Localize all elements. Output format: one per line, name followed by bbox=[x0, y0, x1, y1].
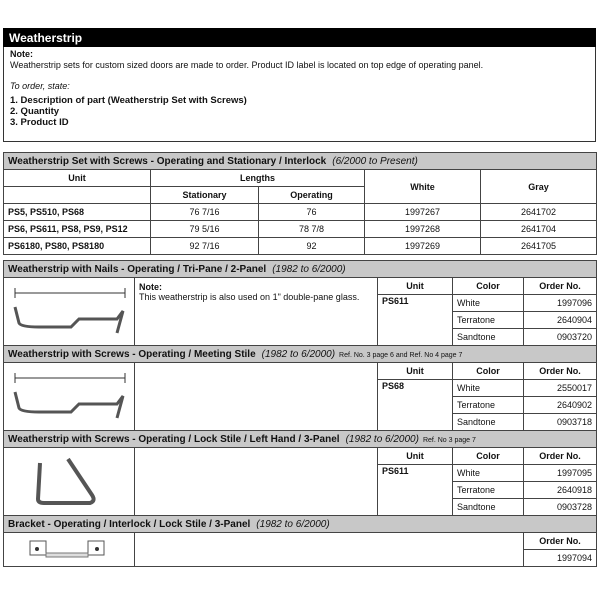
order-number: 1997094 bbox=[522, 549, 598, 567]
note-box: Note: Weatherstrip sets for custom sized… bbox=[3, 47, 596, 142]
section-header: Bracket - Operating / Interlock / Lock S… bbox=[2, 515, 598, 533]
section-note bbox=[134, 447, 378, 516]
table-row: Sandtone 0903728 bbox=[4, 498, 598, 516]
section-note: Note: This weatherstrip is also used on 1… bbox=[134, 277, 378, 346]
set-table: Weatherstrip Set with Screws - Operating… bbox=[2, 152, 598, 255]
part-image bbox=[3, 277, 135, 346]
section-header: Weatherstrip with Screws - Operating / L… bbox=[2, 430, 598, 448]
section-table: Weatherstrip with Nails - Operating / Tr… bbox=[2, 260, 598, 346]
order-list: 1. Description of part (Weatherstrip Set… bbox=[10, 95, 589, 128]
part-image bbox=[3, 362, 135, 431]
col-gray: Gray bbox=[479, 169, 598, 204]
col-operating: Operating bbox=[258, 186, 365, 204]
order-item: 2. Quantity bbox=[10, 106, 60, 117]
section-note bbox=[134, 362, 378, 431]
col-white: White bbox=[364, 169, 481, 204]
table-row: PS68 White 2550017 bbox=[4, 379, 598, 431]
table-row: PS6, PS611, PS8, PS9, PS12 79 5/16 78 7/8 1… bbox=[3, 220, 598, 238]
note-text: Weatherstrip sets for custom sized doors… bbox=[10, 60, 484, 70]
col-lengths: Lengths bbox=[150, 169, 365, 187]
table-row: Terratone 2640918 bbox=[4, 481, 598, 499]
table-row: PS6180, PS80, PS8180 92 7/16 92 1997269 2641… bbox=[3, 237, 598, 255]
bracket-image bbox=[3, 532, 135, 567]
note-heading: Note: bbox=[10, 49, 33, 59]
bracket-table: Bracket - Operating / Interlock / Lock S… bbox=[2, 515, 598, 567]
table-row: PS5, PS510, PS68 76 7/16 76 1997267 2641702 bbox=[3, 203, 598, 221]
order-item: 1. Description of part (Weatherstrip Set… bbox=[10, 95, 247, 106]
page-title: Weatherstrip bbox=[3, 28, 596, 47]
table-row: PS611 White 1997096 bbox=[4, 294, 598, 346]
section-header: Weatherstrip with Screws - Operating / M… bbox=[2, 345, 598, 363]
section-table: Weatherstrip with Screws - Operating / M… bbox=[2, 345, 598, 431]
section-header: Weatherstrip Set with Screws - Operating… bbox=[2, 152, 598, 170]
col-unit: Unit bbox=[3, 169, 151, 187]
section-header: Weatherstrip with Nails - Operating / Tr… bbox=[2, 260, 598, 278]
order-intro: To order, state: bbox=[10, 81, 70, 91]
col-stationary: Stationary bbox=[150, 186, 259, 204]
part-image bbox=[3, 447, 135, 516]
order-item: 3. Product ID bbox=[10, 117, 69, 128]
table-row: PS611 White 1997095 bbox=[4, 464, 598, 516]
table-row: Terratone 2640904 bbox=[4, 311, 598, 329]
table-row: Terratone 2640902 bbox=[4, 396, 598, 414]
section-table: Weatherstrip with Screws - Operating / L… bbox=[2, 430, 598, 516]
